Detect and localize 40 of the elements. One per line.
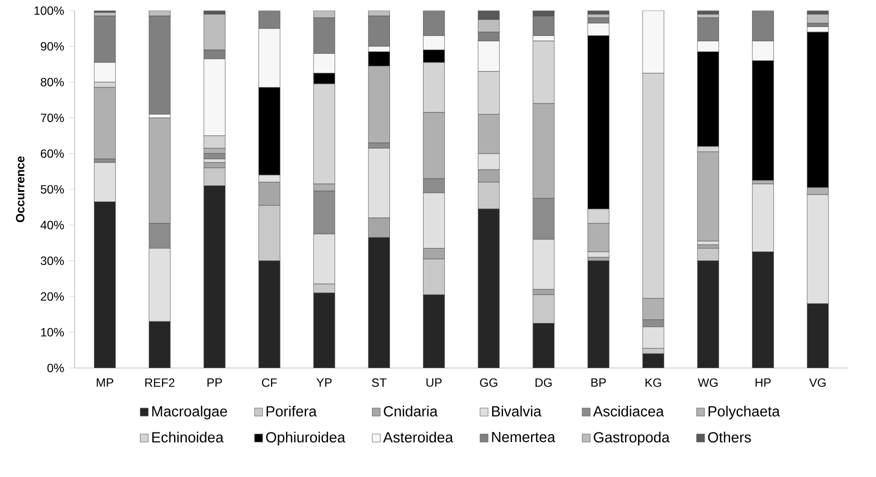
x-tick-label: GG [480, 378, 498, 387]
legend-label: Others [708, 432, 751, 442]
x-tick-label: HP [756, 378, 771, 386]
x-tick-label: DG [536, 378, 552, 387]
y-tick-label: 80% [40, 78, 64, 86]
legend-label: Cnidaria [384, 406, 438, 416]
x-tick-label: REF2 [145, 378, 174, 387]
legend-label: Asteroidea [383, 432, 454, 442]
y-tick-label: 0% [47, 364, 64, 372]
x-tick-label: YP [316, 378, 332, 386]
x-tick-label: WG [698, 378, 718, 387]
legend-label: Macroalgae [152, 406, 228, 420]
y-tick-label: 40% [40, 220, 64, 230]
bar [806, 14, 829, 24]
y-tick-label: 60% [40, 149, 64, 158]
legend-label: Echinoidea [152, 432, 224, 442]
legend-label: Porifera [266, 406, 317, 416]
x-tick-label: KG [646, 378, 662, 387]
y-tick-label: 50% [40, 184, 64, 194]
x-tick-label: PP [208, 378, 222, 386]
y-tick-label: 100% [34, 6, 64, 15]
y-tick-label: 10% [41, 328, 64, 336]
bar [588, 260, 610, 368]
x-tick-label: CF [262, 378, 277, 387]
legend-label: Nemertea [492, 432, 556, 442]
x-tick-label: ST [372, 378, 386, 387]
y-tick-label: 70% [40, 113, 64, 122]
y-tick-label: 90% [40, 42, 64, 50]
legend-label: Ophiuroidea [266, 432, 346, 446]
y-tick-label: 30% [40, 256, 64, 265]
x-tick-label: UP [426, 378, 442, 387]
legend-label: Bivalvia [492, 406, 542, 416]
legend-label: Ascidiacea [593, 406, 664, 416]
x-tick-label: MP [96, 378, 114, 386]
y-tick-label: 20% [40, 292, 64, 301]
x-tick-label: BP [591, 378, 606, 386]
legend-label: Polychaeta [708, 406, 780, 420]
legend-label: Gastropoda [594, 432, 670, 446]
y-axis-title: Occurrence [16, 156, 24, 222]
x-tick-label: VG [809, 378, 826, 387]
